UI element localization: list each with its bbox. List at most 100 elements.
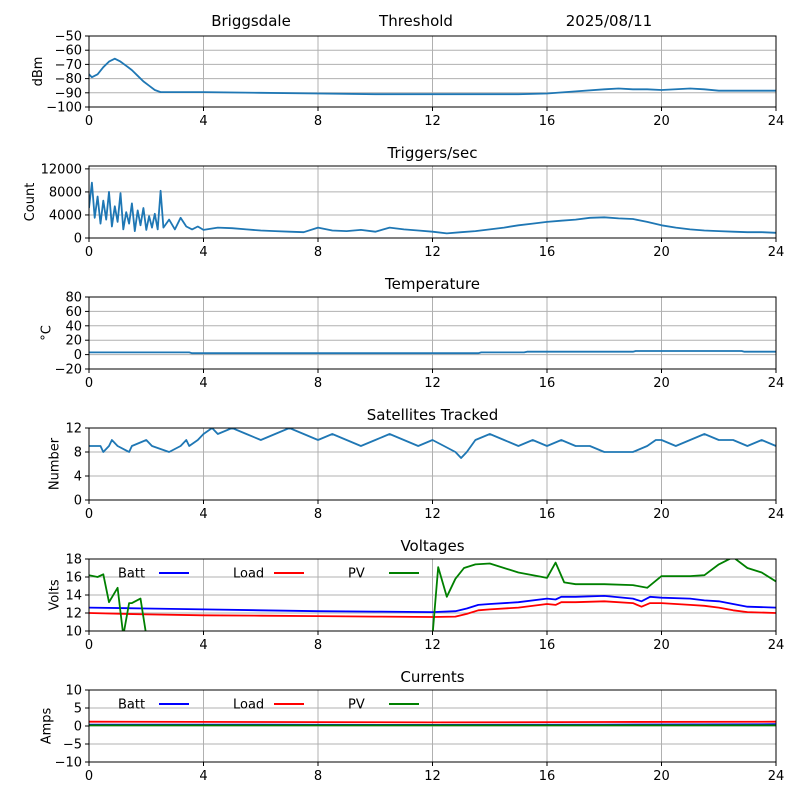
chart-title: Voltages — [400, 537, 464, 555]
x-tick-label: 8 — [314, 245, 322, 260]
x-tick-label: 20 — [653, 245, 670, 260]
series-line-batt — [89, 595, 776, 613]
x-tick-label: 12 — [424, 638, 441, 653]
series-line-1 — [89, 428, 776, 459]
x-tick-label: 12 — [424, 114, 441, 129]
y-tick-label: 4000 — [49, 208, 82, 223]
x-tick-label: 20 — [653, 114, 670, 129]
legend-label-pv: PV — [348, 698, 365, 713]
panel-1: 0 4 8 12 16 20 24 −100−90−80−70−60−50 dBm — [31, 30, 784, 130]
y-tick-label: 12 — [65, 607, 82, 622]
x-tick-label: 24 — [768, 376, 785, 391]
x-tick-label: 12 — [424, 245, 441, 260]
panel-2: 0 4 8 12 16 20 24 0 4000 8000 12000 Triggers/sec Cou… — [23, 144, 784, 260]
x-tick-label: 16 — [539, 638, 556, 653]
y-tick-label: 10 — [65, 684, 82, 699]
x-tick-label: 0 — [85, 507, 93, 522]
x-tick-label: 16 — [539, 376, 556, 391]
y-tick-label: 12 — [65, 422, 82, 437]
y-tick-label: 80 — [65, 291, 82, 306]
y-tick-label: −5 — [63, 738, 82, 753]
y-axis-label: Count — [23, 183, 38, 222]
y-tick-label: 0 — [74, 720, 82, 735]
x-tick-label: 24 — [768, 507, 785, 522]
panel-5: 0 4 8 12 16 20 24 10 12 14 16 18 Voltages Volts Batt Lo… — [48, 537, 785, 653]
x-tick-label: 16 — [539, 245, 556, 260]
x-tick-label: 0 — [85, 638, 93, 653]
station-label: Briggsdale — [211, 12, 291, 30]
y-tick-label: 0 — [74, 348, 82, 363]
x-tick-label: 24 — [768, 245, 785, 260]
x-tick-label: 8 — [314, 507, 322, 522]
x-tick-label: 0 — [85, 114, 93, 129]
x-tick-label: 12 — [424, 769, 441, 784]
date-label: 2025/08/11 — [566, 12, 652, 30]
series-line-1 — [89, 181, 776, 235]
legend-label-load: Load — [233, 698, 264, 713]
y-tick-label: 0 — [74, 232, 82, 247]
y-tick-label: 16 — [65, 571, 82, 586]
y-tick-label: −20 — [55, 363, 82, 378]
y-tick-label: −70 — [55, 58, 82, 73]
panel-6: 0 4 8 12 16 20 24 −10 −5 0 5 10 Currents Amps Batt Load… — [39, 668, 784, 784]
x-tick-label: 8 — [314, 114, 322, 129]
y-tick-label: 0 — [74, 494, 82, 509]
series-line-1 — [89, 350, 776, 355]
y-tick-label: 10 — [65, 625, 82, 640]
y-tick-label: 8 — [74, 446, 82, 461]
x-tick-label: 8 — [314, 769, 322, 784]
y-tick-label: 14 — [65, 589, 82, 604]
y-tick-label: −10 — [55, 756, 82, 771]
x-tick-label: 20 — [653, 638, 670, 653]
y-tick-label: 8000 — [49, 185, 82, 200]
x-tick-label: 16 — [539, 769, 556, 784]
y-tick-label: 40 — [65, 319, 82, 334]
x-tick-label: 20 — [653, 507, 670, 522]
panel-4: 0 4 8 12 16 20 24 0 4 8 12 Satellites Tracked Number — [48, 406, 785, 522]
x-tick-label: 8 — [314, 638, 322, 653]
x-tick-label: 8 — [314, 376, 322, 391]
y-tick-label: −60 — [55, 44, 82, 59]
x-tick-label: 0 — [85, 376, 93, 391]
x-tick-label: 24 — [768, 638, 785, 653]
chart-title: Triggers/sec — [387, 144, 478, 162]
x-tick-label: 12 — [424, 507, 441, 522]
x-tick-label: 20 — [653, 376, 670, 391]
legend-label-batt: Batt — [118, 567, 145, 582]
y-tick-label: 5 — [74, 702, 82, 717]
x-tick-label: 4 — [199, 376, 207, 391]
chart-title: Currents — [400, 668, 464, 686]
y-axis-label: °C — [39, 325, 54, 341]
y-tick-label: 12000 — [41, 162, 82, 177]
series-line-1 — [89, 57, 776, 96]
y-tick-label: −100 — [46, 101, 82, 116]
y-tick-label: 18 — [65, 553, 82, 568]
x-tick-label: 4 — [199, 114, 207, 129]
x-tick-label: 0 — [85, 245, 93, 260]
chart-title: Temperature — [384, 275, 480, 293]
y-tick-label: −90 — [55, 86, 82, 101]
series-line-load — [89, 600, 776, 618]
x-tick-label: 20 — [653, 769, 670, 784]
series-line-load — [89, 720, 776, 724]
x-tick-label: 4 — [199, 769, 207, 784]
y-tick-label: 4 — [74, 470, 82, 485]
legend-label-batt: Batt — [118, 698, 145, 713]
y-tick-label: −80 — [55, 72, 82, 87]
mode-label: Threshold — [378, 12, 453, 30]
y-tick-label: 60 — [65, 305, 82, 320]
legend-label-load: Load — [233, 567, 264, 582]
x-tick-label: 4 — [199, 245, 207, 260]
legend-label-pv: PV — [348, 567, 365, 582]
chart-title: Satellites Tracked — [367, 406, 498, 424]
x-tick-label: 16 — [539, 507, 556, 522]
y-axis-label: Amps — [39, 707, 54, 744]
x-tick-label: 16 — [539, 114, 556, 129]
x-tick-label: 4 — [199, 507, 207, 522]
x-tick-label: 24 — [768, 114, 785, 129]
series-line-pv — [89, 559, 776, 631]
x-tick-label: 4 — [199, 638, 207, 653]
